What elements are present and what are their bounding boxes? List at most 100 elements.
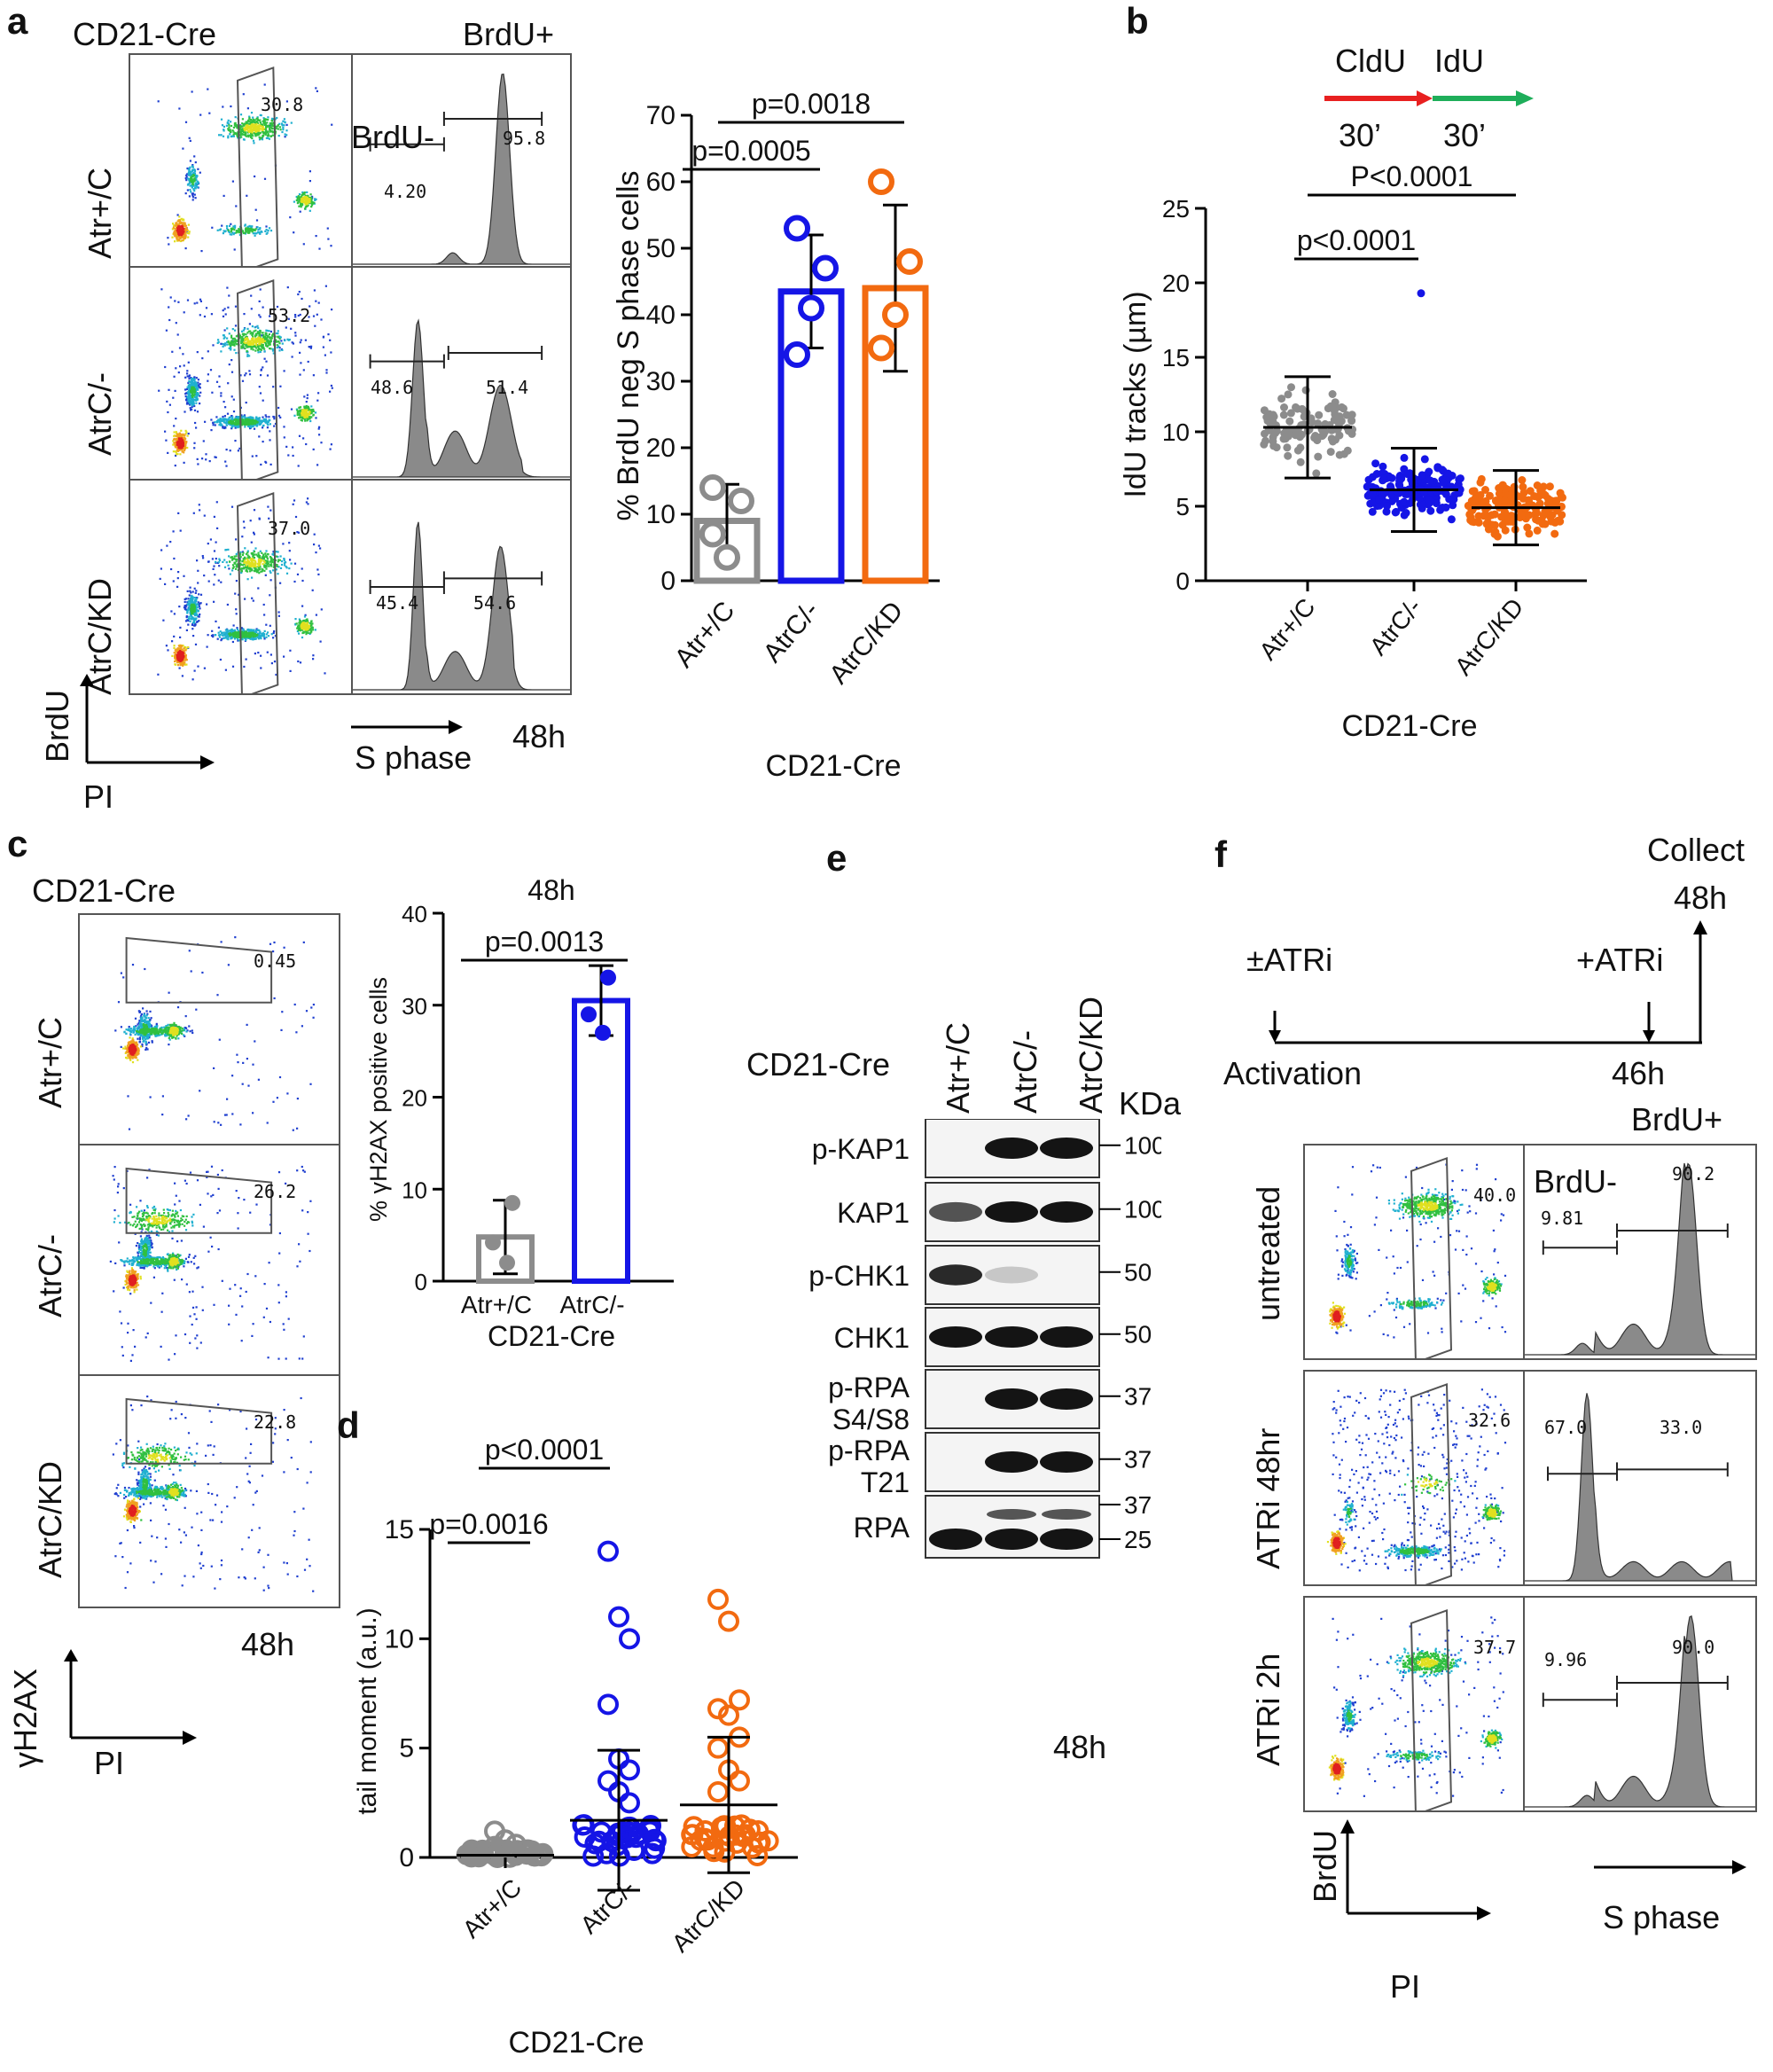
data-point [1482, 520, 1491, 528]
y-tick-label: 5 [399, 1734, 414, 1763]
blot-label: RPA [854, 1512, 910, 1544]
gate-polygon [125, 1167, 273, 1234]
blot-label: CHK1 [834, 1322, 910, 1354]
data-point [1546, 512, 1555, 520]
data-point [1337, 417, 1346, 426]
panel-f-timeline [1269, 920, 1707, 1044]
data-point [699, 474, 726, 501]
data-point [1269, 437, 1277, 446]
band [1040, 1451, 1093, 1473]
panel-a-pos-value: 54.6 [473, 592, 517, 614]
data-point [1425, 467, 1433, 476]
x-tick-label: AtrC/KD [824, 596, 909, 689]
band [985, 1138, 1038, 1159]
data-point [1525, 529, 1534, 538]
p-value-a1: p=0.0005 [691, 135, 810, 167]
dot-cloud [157, 83, 333, 253]
y-tick-label: 60 [646, 168, 676, 197]
panel-f-s-phase: S phase [1603, 1899, 1721, 1935]
data-point [1375, 501, 1384, 510]
band [929, 1201, 982, 1223]
panel-a-neg-value: 48.6 [371, 377, 414, 398]
histogram-area [1525, 1615, 1755, 1808]
data-point [1284, 390, 1293, 399]
data-point [1447, 515, 1456, 524]
data-point [1425, 476, 1434, 485]
panel-letter-b: b [1126, 0, 1149, 42]
data-point [1382, 507, 1391, 516]
y-tick-label: 20 [1162, 270, 1190, 297]
x-tick-label: AtrC/KD [667, 1873, 751, 1958]
data-point [707, 1588, 729, 1610]
data-point [1315, 410, 1324, 419]
data-point [1347, 417, 1356, 426]
y-tick-label: 10 [646, 500, 676, 529]
data-point [1335, 431, 1344, 440]
panel-f-collect-time: 48h [1674, 880, 1728, 916]
data-point [1523, 523, 1532, 532]
y-tick-label: 0 [660, 567, 676, 596]
data-point [1292, 403, 1300, 411]
y-tick-label: 15 [1162, 344, 1190, 371]
panel-a-histogram-atr-c [351, 53, 572, 270]
y-tick-label: 40 [646, 301, 676, 330]
data-point [707, 1698, 729, 1720]
p-value-b2: P<0.0001 [1351, 160, 1473, 192]
gate-polygon [1410, 1382, 1453, 1584]
panel-a-time: 48h [512, 718, 566, 755]
gate-polygon [236, 278, 279, 481]
chart-c-gh2ax: 0 10 20 30 40 Atr+/C AtrC/- 48h p=0.0013 CD21-Cre… [365, 874, 674, 1352]
data-point [1439, 478, 1448, 487]
panel-c-axis-y: γH2AX [7, 1668, 43, 1768]
data-point [590, 1821, 613, 1843]
chart-a-brdu-neg: 0 10 20 30 40 50 60 70 Atr+/C AtrC/- AtrC/KD p=0.00… [612, 89, 940, 780]
band [929, 1326, 982, 1348]
y-tick-label: 20 [402, 1085, 427, 1112]
chart-d-tail-moment: 0 5 10 15 Atr+/C AtrC/- AtrC/KD p<0.0001 p=0.001… [353, 1434, 798, 2060]
data-point [1441, 503, 1450, 512]
data-point [1283, 443, 1292, 452]
data-point [1371, 459, 1380, 468]
panel-a-brdu-pos: BrdU+ [463, 16, 555, 52]
band [985, 1451, 1038, 1473]
x-tick-label: Atr+/C [1254, 593, 1320, 665]
blot-label: KAP1 [837, 1197, 910, 1229]
panel-letter-c: c [7, 823, 28, 864]
data-point [1372, 470, 1381, 478]
data-point [1408, 474, 1417, 483]
y-tick-label: 10 [385, 1624, 414, 1654]
data-point [1468, 517, 1476, 526]
panel-e-western-blots: p-KAP1 100 KAP1 100 p-CHK1 50 CHK1 50 p-RPA S4/S8… [771, 1118, 1166, 1722]
panel-c-row-label: Atr+/C [32, 1016, 68, 1108]
x-tick-label: AtrC/- [559, 1291, 624, 1318]
panel-letter-e: e [826, 837, 847, 879]
data-point [1558, 511, 1566, 520]
panel-e-lane-label: AtrC/- [1007, 1030, 1043, 1114]
data-point [1417, 289, 1425, 298]
data-point [619, 1628, 640, 1650]
y-tick-label: 20 [646, 434, 676, 463]
panel-f-dotplot-untreated [1303, 1144, 1528, 1360]
data-point [598, 1693, 619, 1716]
data-point [1308, 418, 1316, 426]
band [1040, 1201, 1093, 1223]
panel-a-axis-x: PI [83, 778, 114, 815]
panel-f-46h: 46h [1612, 1055, 1666, 1091]
data-point [718, 1610, 739, 1632]
panel-c-gate-value: 26.2 [254, 1181, 297, 1202]
data-point [1441, 489, 1450, 498]
scatter-series-AtrC/- [1363, 289, 1464, 524]
data-point [1455, 475, 1464, 484]
data-point [1338, 403, 1346, 411]
panel-f-histogram-atri-2h [1523, 1596, 1757, 1812]
dot-cloud [109, 1165, 312, 1362]
marker-label: 100 [1124, 1132, 1161, 1160]
data-point [1260, 406, 1269, 415]
data-point [784, 341, 810, 368]
data-point [573, 1814, 595, 1836]
marker-label: 25 [1124, 1526, 1152, 1553]
blot-p-RPA-S4/S8 [925, 1369, 1100, 1429]
blot-label: p-RPA [828, 1372, 910, 1403]
panel-c-gate-value: 22.8 [254, 1411, 297, 1433]
panel-a-histogram-atrc-kd [351, 479, 572, 695]
